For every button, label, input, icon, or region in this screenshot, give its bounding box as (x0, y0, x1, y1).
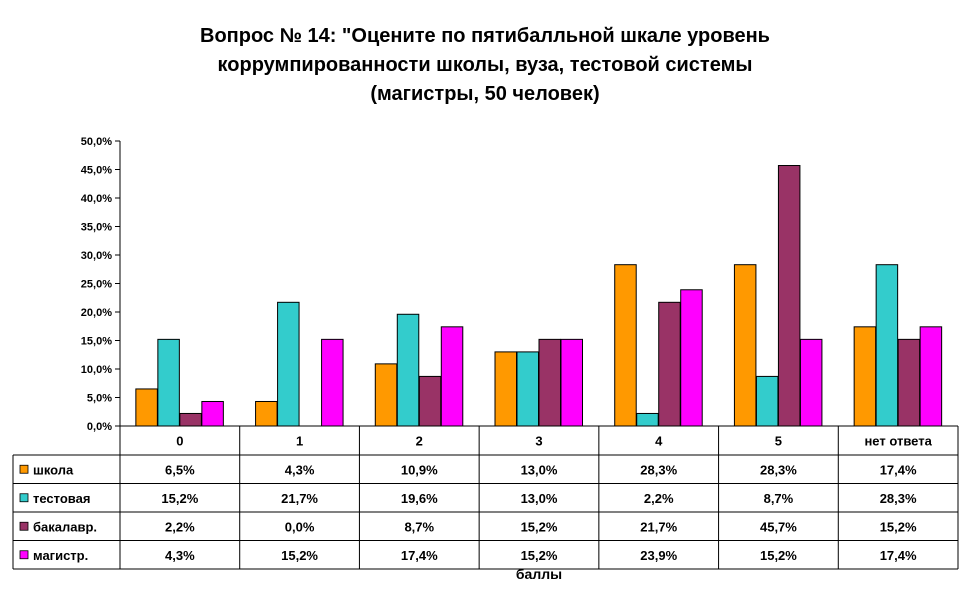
data-label: 6,5% (165, 462, 195, 477)
legend-swatch (19, 521, 29, 531)
bar-4-4 (560, 338, 583, 427)
data-label: 28,3% (760, 462, 797, 477)
data-label: 15,2% (281, 548, 318, 563)
data-label: 21,7% (640, 519, 677, 534)
data-label: 17,4% (880, 548, 917, 563)
data-label: 15,2% (521, 548, 558, 563)
data-label: 17,4% (880, 462, 917, 477)
chart-title-line-1: Вопрос № 14: "Оцените по пятибалльной шк… (200, 25, 770, 47)
category-label: 5 (775, 434, 782, 449)
chart-title-line-2: коррумпированности школы, вуза, тестовой… (217, 54, 753, 76)
bar-1-7 (853, 326, 877, 427)
data-label: 15,2% (880, 519, 917, 534)
bar-3-7 (897, 338, 921, 427)
data-label: 15,2% (760, 548, 797, 563)
data-label: 4,3% (165, 548, 195, 563)
y-tick-label: 15,0% (81, 336, 112, 348)
data-label: 15,2% (161, 491, 198, 506)
legend-label: тестовая (33, 491, 90, 506)
chart-title-line-3: (магистры, 50 человек) (370, 83, 600, 105)
y-tick-label: 10,0% (81, 364, 112, 376)
category-label: 3 (535, 434, 542, 449)
data-label: 2,2% (165, 519, 195, 534)
bar-1-5 (614, 264, 637, 427)
y-tick-label: 0,0% (87, 421, 112, 433)
bar-4-7 (919, 326, 943, 427)
category-label: 0 (176, 434, 183, 449)
legend-label: магистр. (33, 548, 88, 563)
data-label: 19,6% (401, 491, 438, 506)
legend-swatch (19, 550, 29, 560)
data-label: 28,3% (880, 491, 917, 506)
bar-3-3 (418, 375, 442, 427)
bar-1-2 (255, 400, 278, 427)
data-label: 23,9% (640, 548, 677, 563)
bar-2-3 (396, 313, 420, 427)
bar-1-1 (135, 388, 158, 427)
data-label: 13,0% (521, 462, 558, 477)
y-tick-label: 35,0% (81, 222, 112, 234)
data-label: 8,7% (404, 519, 434, 534)
bar-4-6 (799, 338, 823, 427)
category-label: 2 (416, 434, 423, 449)
y-tick-label: 20,0% (81, 307, 112, 319)
y-tick-label: 45,0% (81, 165, 112, 177)
chart-title: Вопрос № 14: "Оцените по пятибалльной шк… (0, 22, 970, 109)
data-label: 8,7% (764, 491, 794, 506)
bar-2-1 (157, 338, 180, 427)
bar-1-6 (733, 264, 757, 427)
bar-3-5 (658, 301, 681, 427)
bar-3-1 (179, 412, 202, 427)
bar-3-4 (538, 338, 561, 427)
y-tick-label: 30,0% (81, 250, 112, 262)
category-label: нет ответа (864, 434, 932, 449)
category-label: 1 (296, 434, 303, 449)
data-label: 17,4% (401, 548, 438, 563)
y-tick-label: 25,0% (81, 279, 112, 291)
bar-1-3 (374, 363, 398, 427)
data-label: 45,7% (760, 519, 797, 534)
data-label: 28,3% (640, 462, 677, 477)
bar-2-7 (875, 264, 899, 427)
y-tick-label: 50,0% (81, 136, 112, 148)
bar-2-5 (636, 412, 659, 427)
y-tick-label: 5,0% (87, 393, 112, 405)
y-tick-label: 40,0% (81, 193, 112, 205)
bar-3-6 (777, 165, 801, 427)
legend-swatch (19, 464, 29, 474)
data-label: 13,0% (521, 491, 558, 506)
category-label: 4 (655, 434, 663, 449)
bar-4-5 (680, 289, 703, 427)
legend-swatch (19, 493, 29, 503)
bar-1-4 (494, 351, 517, 427)
bar-4-1 (201, 400, 224, 427)
data-label: 4,3% (285, 462, 315, 477)
data-label: 10,9% (401, 462, 438, 477)
legend-label: бакалавр. (33, 519, 97, 534)
legend-label: школа (33, 462, 74, 477)
bar-4-3 (440, 326, 464, 427)
data-label: 2,2% (644, 491, 674, 506)
data-label: 0,0% (285, 519, 315, 534)
bar-4-2 (321, 338, 344, 427)
data-label: 15,2% (521, 519, 558, 534)
bar-2-4 (516, 351, 539, 427)
data-label: 21,7% (281, 491, 318, 506)
x-axis-title: баллы (515, 566, 563, 582)
bar-2-6 (755, 375, 779, 427)
bar-2-2 (277, 301, 300, 427)
